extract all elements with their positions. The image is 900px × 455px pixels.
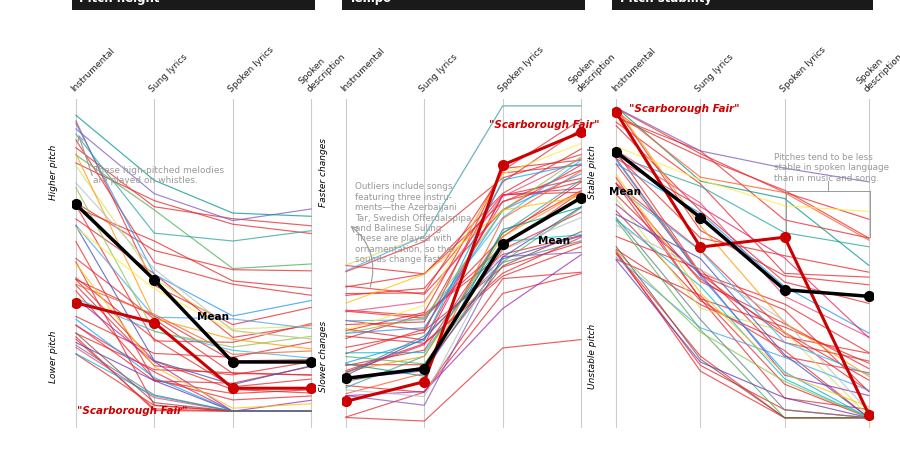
Text: Instrumental: Instrumental: [69, 46, 117, 94]
Text: Slower changes: Slower changes: [320, 320, 328, 391]
Text: Instrumental: Instrumental: [339, 46, 387, 94]
Text: "Scarborough Fair": "Scarborough Fair": [77, 404, 188, 415]
Text: Spoken
description: Spoken description: [567, 44, 616, 94]
Text: Mean: Mean: [197, 311, 230, 321]
Text: Tempo: Tempo: [349, 0, 392, 5]
Text: These high-pitched melodies
are played on whistles.: These high-pitched melodies are played o…: [94, 166, 224, 185]
Text: Pitch height: Pitch height: [79, 0, 160, 5]
Text: Sung lyrics: Sung lyrics: [418, 52, 460, 94]
Text: Mean: Mean: [609, 187, 642, 197]
Text: Mean: Mean: [538, 236, 570, 246]
Text: Spoken lyrics: Spoken lyrics: [496, 45, 545, 94]
Text: Spoken
description: Spoken description: [855, 44, 900, 94]
Text: Pitch stability: Pitch stability: [620, 0, 712, 5]
Text: Faster changes: Faster changes: [320, 138, 328, 207]
Text: Sung lyrics: Sung lyrics: [694, 52, 735, 94]
Text: "Scarborough Fair": "Scarborough Fair": [629, 103, 739, 113]
Text: "Scarborough Fair": "Scarborough Fair": [489, 120, 599, 130]
Text: Spoken
description: Spoken description: [297, 44, 346, 94]
Text: Instrumental: Instrumental: [610, 46, 657, 94]
Text: Higher pitch: Higher pitch: [50, 145, 58, 200]
Text: Sung lyrics: Sung lyrics: [148, 52, 190, 94]
Text: Pitches tend to be less
stable in spoken language
than in music and song.: Pitches tend to be less stable in spoken…: [775, 152, 889, 182]
Text: Unstable pitch: Unstable pitch: [588, 323, 597, 388]
Text: Spoken lyrics: Spoken lyrics: [778, 45, 827, 94]
Text: Stable pitch: Stable pitch: [588, 145, 597, 199]
Text: Lower pitch: Lower pitch: [50, 329, 58, 382]
Text: Spoken lyrics: Spoken lyrics: [226, 45, 275, 94]
Text: Outliers include songs
featuring three instru-
ments—the Azerbaijani
Tar, Swedis: Outliers include songs featuring three i…: [356, 182, 472, 263]
